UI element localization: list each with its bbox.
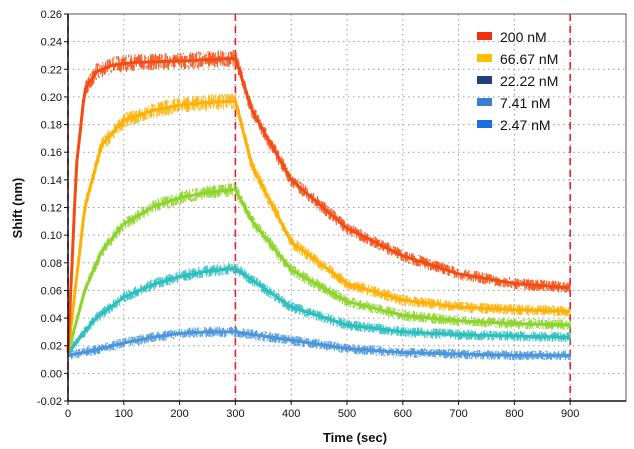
y-tick-label: 0.00 bbox=[41, 368, 62, 380]
x-tick-label: 800 bbox=[505, 408, 523, 420]
series-line bbox=[66, 99, 571, 353]
x-axis-title: Time (sec) bbox=[323, 430, 387, 445]
legend-label: 2.47 nM bbox=[500, 117, 551, 133]
series-line bbox=[66, 188, 571, 353]
series-line bbox=[66, 266, 571, 354]
y-tick-label: 0.16 bbox=[41, 147, 62, 159]
legend-label: 200 nM bbox=[500, 29, 547, 45]
y-tick-label: 0.24 bbox=[41, 37, 62, 49]
y-tick-label: 0.20 bbox=[41, 92, 62, 104]
x-tick-label: 0 bbox=[65, 408, 71, 420]
x-tick-label: 400 bbox=[282, 408, 300, 420]
legend-label: 22.22 nM bbox=[500, 73, 558, 89]
series-traces bbox=[66, 50, 571, 361]
y-tick-label: 0.22 bbox=[41, 64, 62, 76]
y-tick-label: 0.02 bbox=[41, 341, 62, 353]
x-tick-label: 500 bbox=[338, 408, 356, 420]
x-tick-label: 900 bbox=[561, 408, 579, 420]
y-tick-label: 0.08 bbox=[41, 258, 62, 270]
y-tick-label: 0.10 bbox=[41, 230, 62, 242]
y-tick-label: 0.18 bbox=[41, 120, 62, 132]
legend-label: 7.41 nM bbox=[500, 95, 551, 111]
x-tick-label: 600 bbox=[394, 408, 412, 420]
y-tick-label: 0.06 bbox=[41, 285, 62, 297]
x-tick-label: 700 bbox=[449, 408, 467, 420]
x-tick-label: 300 bbox=[226, 408, 244, 420]
y-tick-label: 0.26 bbox=[41, 9, 62, 21]
legend-swatch bbox=[477, 98, 492, 106]
y-tick-label: 0.12 bbox=[41, 203, 62, 215]
y-tick-label: 0.04 bbox=[41, 313, 62, 325]
legend-swatch bbox=[477, 54, 492, 62]
series-trace bbox=[66, 50, 571, 353]
series-line bbox=[67, 330, 571, 357]
y-tick-label: 0.14 bbox=[41, 175, 62, 187]
legend-label: 66.67 nM bbox=[500, 51, 558, 67]
series-line bbox=[66, 56, 571, 353]
legend-swatch bbox=[477, 76, 492, 84]
legend: 200 nM 66.67 nM 22.22 nM 7.41 nM 2.47 nM bbox=[477, 29, 558, 133]
x-tick-label: 200 bbox=[170, 408, 188, 420]
y-tick-label: -0.02 bbox=[37, 396, 62, 408]
legend-swatch bbox=[477, 120, 492, 128]
legend-swatch bbox=[477, 32, 492, 40]
tick-labels: -0.02 0.00 0.02 0.04 0.06 0.08 0.10 0.12 0.14 0.1… bbox=[37, 9, 579, 420]
y-axis-title: Shift (nm) bbox=[10, 178, 25, 239]
x-tick-label: 100 bbox=[115, 408, 133, 420]
